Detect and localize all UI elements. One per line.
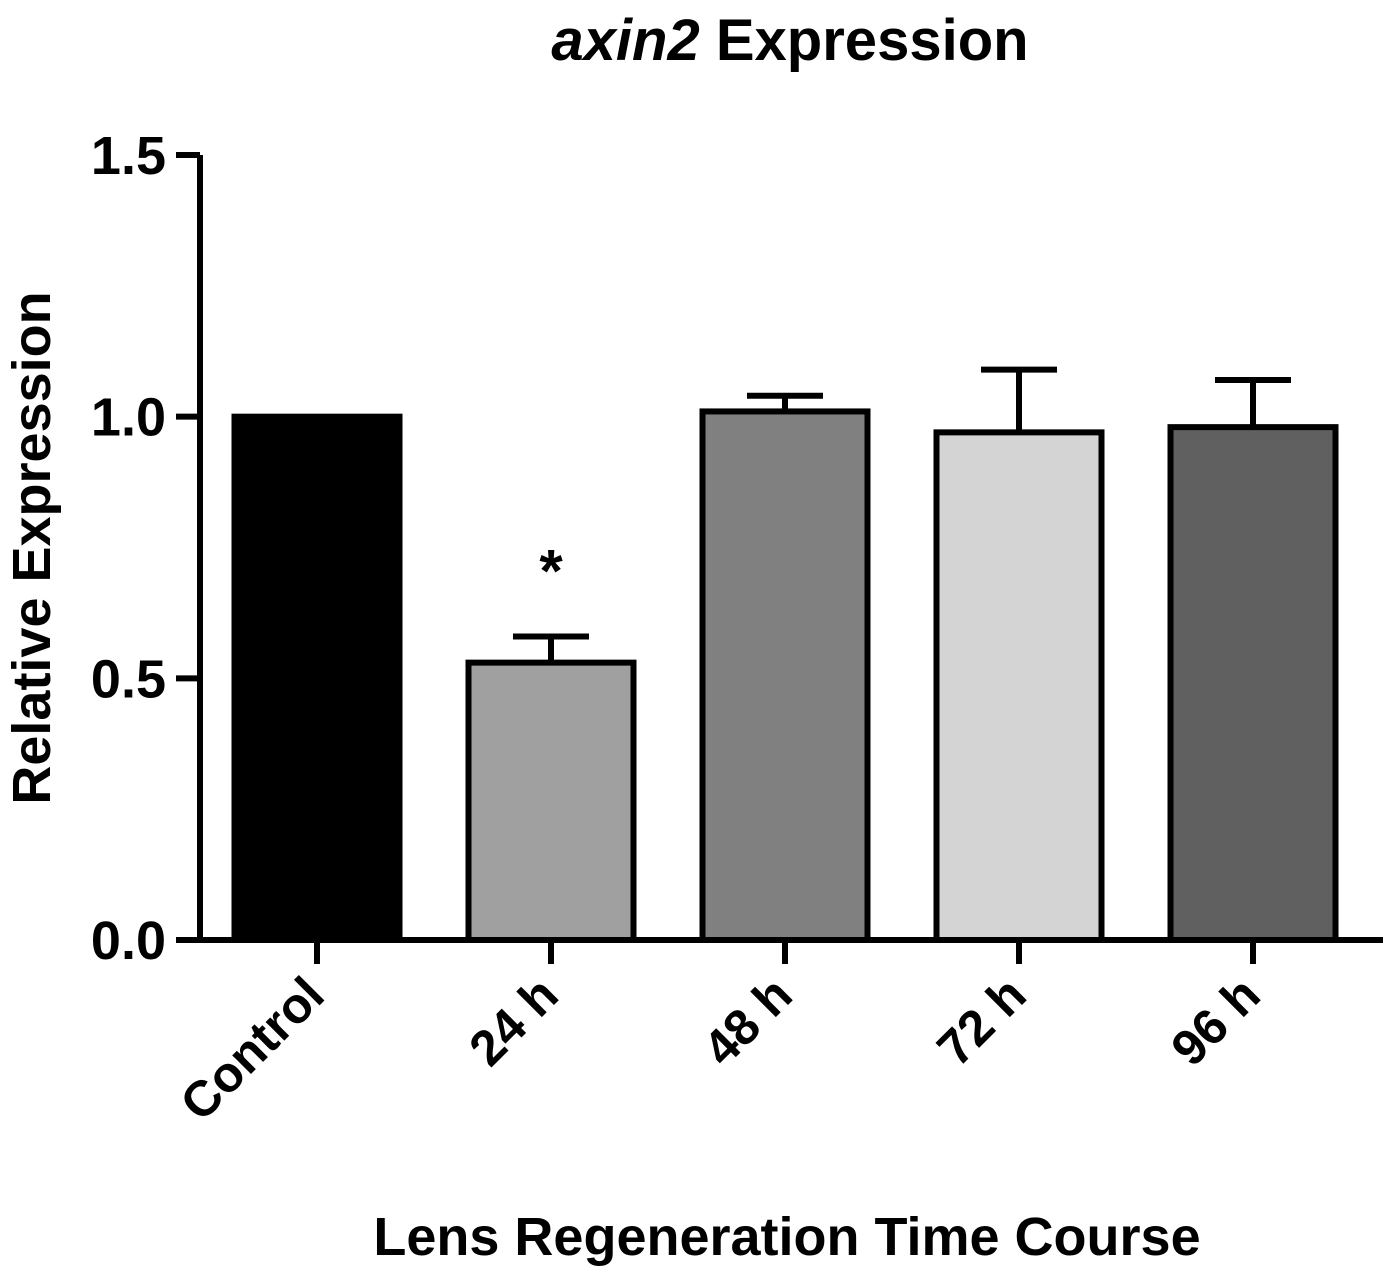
y-tick-label-3: 1.5 <box>91 126 166 186</box>
x-tick-label-2: 48 h <box>692 966 802 1076</box>
x-tick-label-3: 72 h <box>926 966 1036 1076</box>
chart-title-gene: axin2 <box>551 8 699 73</box>
x-tick-label-1: 24 h <box>458 966 568 1076</box>
error-bars-group <box>513 366 1291 663</box>
y-ticks-group: 0.0 0.5 1.0 1.5 <box>91 126 200 971</box>
bar-1 <box>465 659 637 944</box>
chart-title-suffix: Expression <box>700 8 1029 73</box>
bars-group <box>231 408 1339 944</box>
bar-3 <box>933 429 1105 943</box>
y-axis-label: Relative Expression <box>2 291 62 804</box>
y-tick-label-1: 0.5 <box>91 649 166 709</box>
y-tick-label-2: 1.0 <box>91 388 166 448</box>
x-tick-label-0: Control <box>170 966 335 1131</box>
annotations-group: * <box>539 537 563 604</box>
chart-title: axin2 Expression <box>551 8 1028 73</box>
x-ticks-group: Control 24 h 48 h 72 h 96 h <box>170 940 1271 1131</box>
bar-2 <box>699 408 871 943</box>
x-axis-label: Lens Regeneration Time Course <box>373 1207 1200 1267</box>
significance-marker-1: * <box>539 537 563 604</box>
y-tick-label-0: 0.0 <box>91 911 166 971</box>
bar-0 <box>231 413 403 943</box>
x-tick-label-4: 96 h <box>1160 966 1270 1076</box>
axes-group <box>197 155 1383 943</box>
bar-4 <box>1167 424 1339 943</box>
